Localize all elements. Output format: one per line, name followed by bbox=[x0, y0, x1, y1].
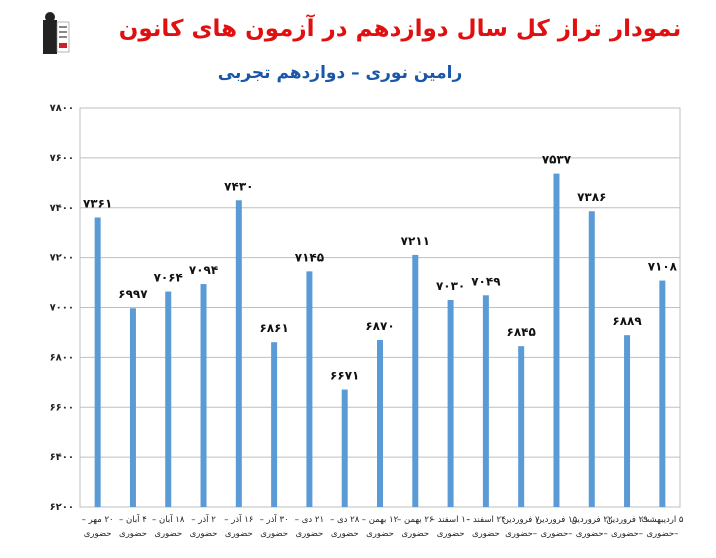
data-label: ۶۶۷۱ bbox=[330, 369, 359, 383]
y-tick-label: ۶۶۰۰ bbox=[50, 402, 74, 413]
data-label: ۶۸۸۹ bbox=[612, 314, 642, 328]
bar bbox=[588, 211, 595, 507]
x-tick-label: حضوری bbox=[296, 529, 324, 539]
data-label: ۷۵۳۷ bbox=[542, 153, 572, 167]
x-tick-label: –حضوری bbox=[646, 529, 678, 539]
bar bbox=[271, 342, 278, 507]
y-tick-label: ۶۴۰۰ bbox=[50, 452, 74, 463]
data-label: ۶۸۶۱ bbox=[259, 321, 288, 335]
x-tick-label: حضوری bbox=[331, 529, 359, 539]
bar bbox=[553, 173, 560, 507]
y-tick-label: ۶۲۰۰ bbox=[50, 502, 74, 513]
y-tick-label: ۷۰۰۰ bbox=[50, 303, 74, 314]
data-label: ۷۱۴۵ bbox=[295, 250, 324, 264]
chart-title: نمودار تراز کل سال دوازدهم در آزمون های … bbox=[118, 16, 682, 42]
bar bbox=[412, 254, 419, 507]
x-tick-label: ۱۲ بهمن – bbox=[362, 515, 399, 525]
x-tick-label: ۲۶ بهمن – bbox=[397, 515, 433, 525]
data-label: ۷۰۴۹ bbox=[471, 274, 501, 288]
bar bbox=[518, 346, 525, 507]
bar bbox=[306, 271, 313, 507]
x-tick-label: ۳۰ آذر – bbox=[260, 513, 289, 525]
data-label: ۷۳۸۶ bbox=[577, 190, 606, 204]
data-label: ۷۲۱۱ bbox=[401, 234, 430, 248]
x-tick-label: ۲۲ فروردین bbox=[571, 515, 613, 525]
data-label: ۶۸۷۰ bbox=[365, 319, 394, 333]
x-tick-label: –حضوری bbox=[505, 529, 537, 539]
x-tick-label: ۲۱ دی – bbox=[295, 515, 324, 525]
x-tick-label: ۲ آذر – bbox=[191, 513, 216, 525]
x-tick-label: ۲۰ مهر – bbox=[82, 515, 114, 525]
x-tick-label: ۲۸ دی – bbox=[330, 515, 360, 525]
data-label: ۶۸۴۵ bbox=[507, 325, 536, 339]
x-tick-label: حضوری bbox=[437, 529, 465, 539]
bar bbox=[659, 280, 666, 507]
bar bbox=[235, 200, 242, 508]
bar bbox=[377, 339, 383, 507]
data-label: ۷۴۳۰ bbox=[224, 179, 253, 193]
x-tick-label: ۲۹ فروردین bbox=[606, 515, 648, 525]
x-tick-label: حضوری bbox=[260, 529, 288, 539]
chart-subtitle: رامین نوری – دوازدهم تجربی bbox=[217, 63, 463, 83]
x-tick-label: حضوری bbox=[472, 529, 500, 539]
x-tick-label: ۲۴ اسفند – bbox=[466, 515, 506, 525]
x-tick-label: حضوری bbox=[154, 529, 182, 539]
bar bbox=[482, 295, 489, 507]
data-label: ۷۰۶۴ bbox=[154, 271, 183, 285]
x-tick-label: ۷ فروردین bbox=[503, 515, 540, 525]
y-tick-label: ۷۴۰۰ bbox=[50, 203, 74, 214]
data-label: ۶۹۹۷ bbox=[118, 287, 148, 301]
y-tick-label: ۷۸۰۰ bbox=[50, 103, 74, 114]
x-tick-label: حضوری bbox=[366, 529, 394, 539]
x-tick-label: حضوری bbox=[84, 529, 112, 539]
bar bbox=[94, 217, 101, 507]
x-tick-label: ۱۶ آذر – bbox=[224, 513, 253, 525]
x-tick-label: ۱۰ اسفند – bbox=[431, 515, 471, 525]
x-tick-label: ۱۸ آبان – bbox=[152, 513, 185, 525]
x-tick-label: –حضوری bbox=[611, 529, 643, 539]
x-tick-label: –حضوری bbox=[540, 529, 572, 539]
logo-icon bbox=[40, 10, 70, 58]
data-label: ۷۳۶۱ bbox=[83, 196, 112, 210]
x-tick-label: ۴ آبان – bbox=[119, 513, 147, 525]
y-tick-label: ۷۶۰۰ bbox=[50, 153, 74, 164]
x-tick-label: حضوری bbox=[401, 529, 429, 539]
bar bbox=[447, 300, 454, 507]
data-label: ۷۰۹۴ bbox=[189, 263, 218, 277]
x-tick-label: –حضوری bbox=[576, 529, 608, 539]
y-tick-label: ۶۸۰۰ bbox=[50, 352, 74, 363]
x-tick-label: حضوری bbox=[119, 529, 147, 539]
x-tick-label: حضوری bbox=[225, 529, 253, 539]
x-tick-label: ۱۵ فروردین bbox=[536, 515, 578, 525]
x-tick-label: ۵ اردیبهشت bbox=[641, 515, 684, 525]
bar bbox=[165, 291, 172, 507]
bar bbox=[129, 308, 136, 507]
data-label: ۷۰۳۰ bbox=[436, 279, 465, 293]
bar bbox=[200, 284, 207, 507]
bar bbox=[341, 389, 348, 507]
x-tick-label: حضوری bbox=[190, 529, 218, 539]
data-label: ۷۱۰۸ bbox=[648, 260, 678, 274]
bar bbox=[624, 335, 631, 507]
y-tick-label: ۷۲۰۰ bbox=[50, 253, 74, 264]
